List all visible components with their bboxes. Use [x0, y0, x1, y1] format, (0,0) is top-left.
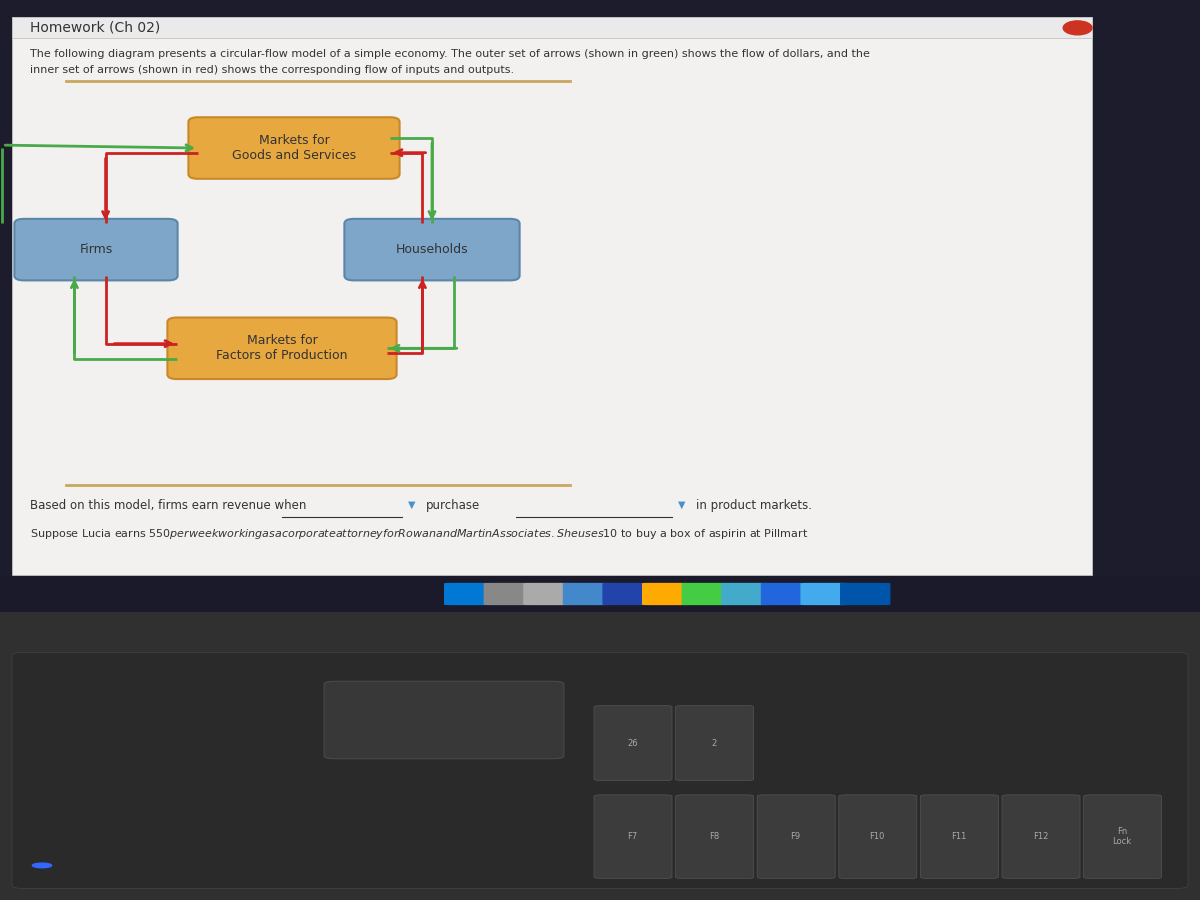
FancyBboxPatch shape	[484, 583, 534, 605]
FancyBboxPatch shape	[721, 583, 772, 605]
FancyBboxPatch shape	[12, 17, 1092, 38]
Text: F10: F10	[870, 832, 884, 842]
FancyBboxPatch shape	[757, 795, 835, 878]
Text: Fn
Lock: Fn Lock	[1112, 827, 1132, 846]
Text: F12: F12	[1033, 832, 1048, 842]
FancyBboxPatch shape	[676, 795, 754, 878]
Circle shape	[1063, 21, 1092, 35]
Text: 26: 26	[628, 739, 637, 748]
FancyBboxPatch shape	[188, 117, 400, 179]
Text: purchase: purchase	[426, 499, 480, 511]
FancyBboxPatch shape	[594, 706, 672, 780]
Text: Based on this model, firms earn revenue when: Based on this model, firms earn revenue …	[30, 499, 306, 511]
FancyBboxPatch shape	[563, 583, 613, 605]
FancyBboxPatch shape	[761, 583, 811, 605]
FancyBboxPatch shape	[12, 17, 1092, 575]
Text: inner set of arrows (shown in red) shows the corresponding flow of inputs and ou: inner set of arrows (shown in red) shows…	[30, 65, 514, 75]
FancyBboxPatch shape	[840, 583, 890, 605]
Text: F8: F8	[709, 832, 719, 842]
FancyBboxPatch shape	[920, 795, 998, 878]
FancyBboxPatch shape	[324, 681, 564, 759]
Text: Homework (Ch 02): Homework (Ch 02)	[30, 21, 161, 35]
Text: 2: 2	[712, 739, 716, 748]
FancyBboxPatch shape	[594, 795, 672, 878]
FancyBboxPatch shape	[12, 652, 1188, 888]
FancyBboxPatch shape	[167, 318, 396, 379]
FancyBboxPatch shape	[839, 795, 917, 878]
FancyBboxPatch shape	[14, 219, 178, 281]
Text: Markets for
Factors of Production: Markets for Factors of Production	[216, 334, 348, 363]
FancyBboxPatch shape	[676, 706, 754, 780]
FancyBboxPatch shape	[444, 583, 494, 605]
FancyBboxPatch shape	[800, 583, 851, 605]
Text: ▼: ▼	[408, 500, 415, 510]
FancyBboxPatch shape	[523, 583, 574, 605]
Text: F9: F9	[791, 832, 800, 842]
FancyBboxPatch shape	[642, 583, 692, 605]
FancyBboxPatch shape	[1002, 795, 1080, 878]
Text: Suppose Lucia earns $550 per week working as a corporate attorney for Rowan and : Suppose Lucia earns $550 per week workin…	[30, 527, 809, 541]
FancyBboxPatch shape	[682, 583, 732, 605]
Text: ▼: ▼	[678, 500, 685, 510]
Circle shape	[32, 863, 52, 868]
Text: Markets for
Goods and Services: Markets for Goods and Services	[232, 134, 356, 162]
Text: F7: F7	[628, 832, 637, 842]
Text: The following diagram presents a circular-flow model of a simple economy. The ou: The following diagram presents a circula…	[30, 50, 870, 59]
FancyBboxPatch shape	[1084, 795, 1162, 878]
Text: Households: Households	[396, 243, 468, 256]
Text: in product markets.: in product markets.	[696, 499, 812, 511]
FancyBboxPatch shape	[602, 583, 653, 605]
FancyBboxPatch shape	[344, 219, 520, 281]
Text: Firms: Firms	[79, 243, 113, 256]
Text: F11: F11	[952, 832, 966, 842]
